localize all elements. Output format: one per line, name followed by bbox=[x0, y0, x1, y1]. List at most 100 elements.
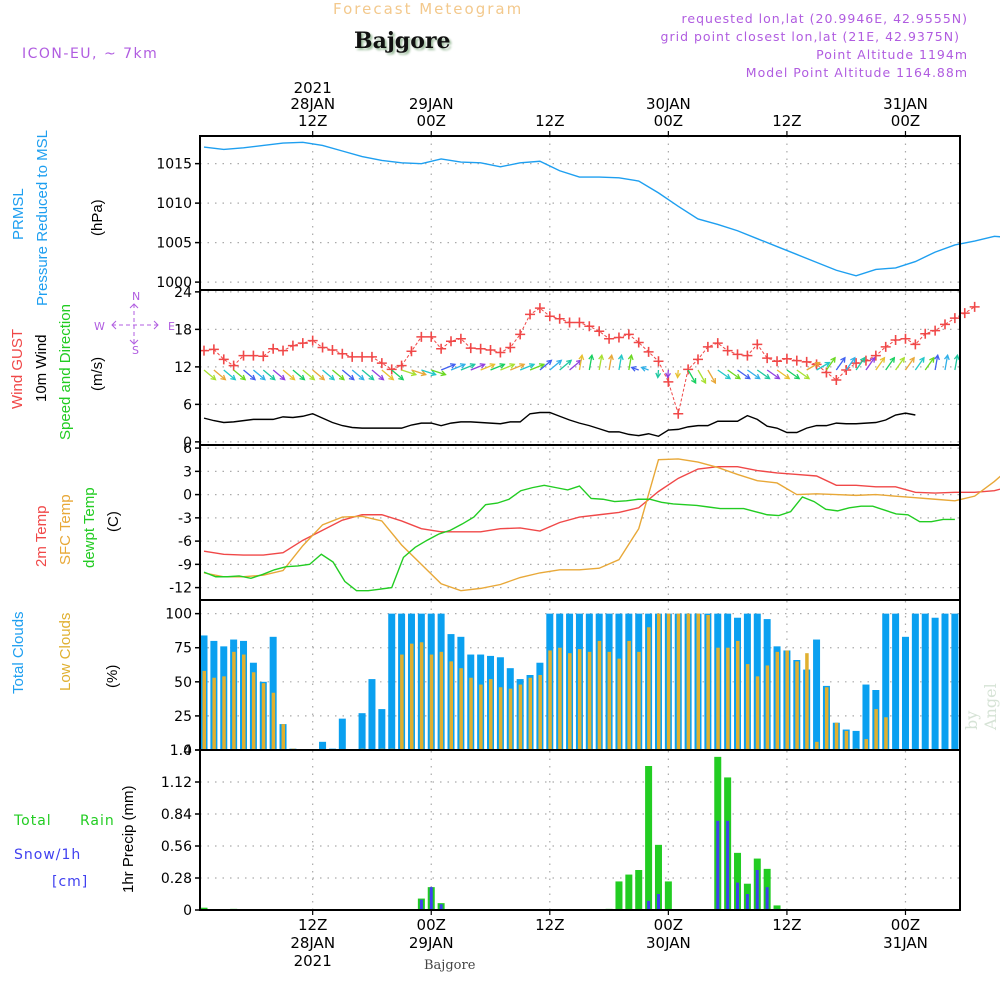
low-clouds-bar bbox=[755, 676, 760, 750]
low-clouds-bar bbox=[627, 640, 631, 750]
gust-marker bbox=[376, 358, 387, 369]
y-tick-label: 0 bbox=[183, 435, 192, 451]
total-precip-bar bbox=[625, 874, 633, 910]
wind-direction-arrow bbox=[885, 356, 896, 371]
total-clouds-bar bbox=[901, 636, 909, 750]
gust-marker bbox=[248, 350, 259, 361]
bottom-x-tick-label: 12Z bbox=[298, 916, 327, 934]
gust-marker bbox=[959, 308, 970, 319]
gust-marker bbox=[791, 355, 802, 366]
total-clouds-bar bbox=[882, 613, 890, 750]
top-x-tick-label: 12Z bbox=[772, 112, 801, 130]
wind-direction-arrow bbox=[934, 353, 940, 371]
wind-direction-arrow bbox=[203, 369, 217, 381]
y-tick-label: 1000 bbox=[156, 275, 192, 291]
meteogram-title: Forecast Meteogram bbox=[333, 0, 524, 18]
y-tick-label: 6 bbox=[183, 441, 192, 457]
wind-direction-arrow bbox=[302, 369, 316, 381]
low-clouds-bar bbox=[409, 643, 414, 750]
gust-marker bbox=[268, 343, 279, 354]
wind-direction-arrow bbox=[835, 356, 846, 371]
precip-snow-label: Snow/1h bbox=[14, 847, 82, 863]
low-clouds-bar bbox=[212, 677, 216, 750]
wind-direction-arrow bbox=[697, 369, 707, 385]
gust-marker bbox=[880, 341, 891, 352]
low-clouds-bar bbox=[686, 613, 691, 750]
snow-bar bbox=[765, 887, 769, 910]
gust-marker bbox=[436, 343, 447, 354]
total-precip-bar bbox=[773, 905, 781, 910]
bottom-x-tick-label: 00Z bbox=[654, 916, 683, 934]
compass-east: E bbox=[168, 320, 175, 333]
wind-direction-arrow bbox=[717, 369, 732, 380]
snow-bar bbox=[647, 900, 651, 910]
gust-marker bbox=[693, 354, 703, 365]
low-clouds-bar bbox=[202, 670, 206, 750]
wind-direction-arrow bbox=[924, 356, 935, 371]
wind-direction-arrow bbox=[292, 369, 306, 381]
wind-direction-arrow bbox=[737, 369, 751, 380]
low-clouds-bar bbox=[765, 665, 770, 750]
wind-direction-arrow bbox=[895, 356, 905, 371]
y-tick-label: -6 bbox=[178, 534, 192, 550]
gust-marker bbox=[930, 325, 941, 336]
low-clouds-bar bbox=[775, 651, 780, 750]
wind-direction-arrow bbox=[272, 369, 286, 381]
y-tick-label: -3 bbox=[178, 511, 192, 527]
wind-direction-arrow bbox=[776, 369, 791, 380]
gust-marker bbox=[396, 360, 407, 371]
low-clouds-bar bbox=[400, 654, 404, 750]
gust-marker bbox=[446, 336, 456, 347]
gust-marker bbox=[544, 311, 555, 322]
snow-bar bbox=[656, 894, 660, 910]
panel-frame-temperature bbox=[199, 444, 961, 601]
total-clouds-bar bbox=[941, 613, 949, 750]
gust-marker bbox=[475, 343, 486, 354]
y-tick-label: 0 bbox=[183, 488, 192, 504]
panel-frame-pressure bbox=[199, 135, 961, 291]
y-tick-label: 0 bbox=[183, 903, 192, 919]
wind-direction-arrow bbox=[640, 366, 649, 372]
gust-marker bbox=[920, 328, 931, 339]
snow-bar bbox=[745, 894, 749, 910]
y-tick-label: 1005 bbox=[156, 236, 192, 252]
total-clouds-bar bbox=[368, 679, 376, 750]
precip-total-label: Total bbox=[14, 813, 52, 829]
low-clouds-bar bbox=[795, 661, 799, 750]
bottom-x-tick-label: 00Z bbox=[891, 916, 920, 934]
wind-direction-arrow bbox=[816, 361, 831, 371]
dewpt-line bbox=[203, 484, 955, 592]
wind-direction-arrow bbox=[470, 363, 486, 371]
gust-marker bbox=[722, 345, 733, 356]
top-x-tick-label: 12Z bbox=[535, 112, 564, 130]
wind-direction-arrow bbox=[371, 369, 385, 381]
gust-marker bbox=[870, 350, 881, 361]
low-clouds-bar bbox=[637, 651, 641, 750]
pressure-line bbox=[203, 141, 1000, 277]
snow-bar bbox=[419, 899, 423, 910]
gust-marker bbox=[337, 348, 348, 359]
wind-direction-arrow bbox=[421, 369, 437, 377]
wind10m-line bbox=[203, 411, 916, 438]
bottom-x-tick-label: 00Z bbox=[417, 916, 446, 934]
low-clouds-bar bbox=[271, 692, 276, 750]
low-clouds-bar bbox=[726, 647, 730, 750]
low-clouds-bar bbox=[834, 722, 839, 750]
requested-coords: requested lon,lat (20.9946E, 42.9555N) bbox=[681, 11, 968, 26]
model-label: ICON-EU, ~ 7km bbox=[22, 46, 159, 62]
gust-marker bbox=[307, 335, 318, 346]
snow-bar bbox=[736, 882, 740, 910]
compass-west: W bbox=[94, 320, 105, 333]
wind-direction-arrow bbox=[213, 369, 227, 381]
snow-bar bbox=[716, 820, 720, 910]
gust-marker bbox=[643, 346, 654, 357]
total-clouds-bar bbox=[358, 713, 366, 750]
total-precip-bar bbox=[615, 881, 623, 910]
low-clouds-bar bbox=[508, 688, 513, 750]
y-tick-label: 0.56 bbox=[161, 839, 192, 855]
total-clouds-bar bbox=[862, 684, 870, 750]
wind-direction-arrow bbox=[262, 369, 276, 381]
wind-direction-arrow bbox=[875, 356, 886, 371]
wind-direction-arrow bbox=[627, 353, 634, 371]
gust-marker bbox=[238, 350, 249, 361]
